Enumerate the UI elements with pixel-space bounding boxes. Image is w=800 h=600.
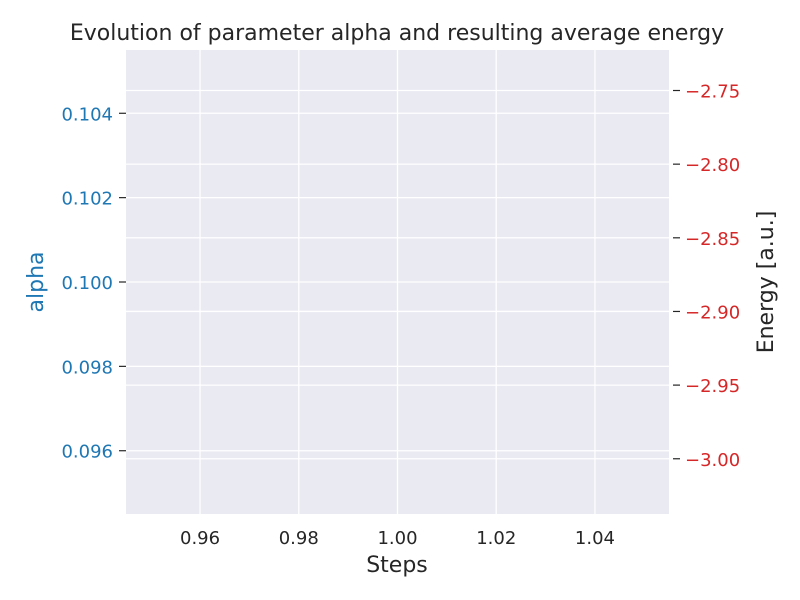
y-axis-left: 0.096 0.098 0.100 0.102 0.104 (61, 104, 126, 463)
y-left-tick-label: 0.098 (61, 357, 113, 378)
y-axis-right-label: Energy [a.u.] (754, 211, 779, 354)
y-right-tick-label: −2.90 (685, 302, 740, 323)
y-right-tick-label: −2.85 (685, 229, 740, 250)
chart-title: Evolution of parameter alpha and resulti… (70, 21, 724, 46)
y-left-tick-label: 0.104 (61, 104, 113, 125)
x-tick-label: 1.00 (377, 528, 417, 549)
y-left-tick-label: 0.102 (61, 189, 113, 210)
grid (126, 50, 669, 514)
x-tick-label: 1.04 (575, 528, 615, 549)
y-right-tick-label: −2.80 (685, 155, 740, 176)
y-right-tick-label: −3.00 (685, 450, 740, 471)
y-left-tick-label: 0.096 (61, 442, 113, 463)
x-axis: 0.96 0.98 1.00 1.02 1.04 (180, 528, 615, 549)
y-axis-left-label: alpha (24, 252, 49, 313)
x-tick-label: 0.98 (279, 528, 319, 549)
y-right-tick-label: −2.95 (685, 376, 740, 397)
y-axis-right: −3.00 −2.95 −2.90 −2.85 −2.80 −2.75 (673, 82, 740, 471)
x-tick-label: 0.96 (180, 528, 220, 549)
x-tick-label: 1.02 (476, 528, 516, 549)
y-right-tick-label: −2.75 (685, 82, 740, 103)
x-axis-label: Steps (366, 553, 428, 578)
y-left-tick-label: 0.100 (61, 273, 113, 294)
